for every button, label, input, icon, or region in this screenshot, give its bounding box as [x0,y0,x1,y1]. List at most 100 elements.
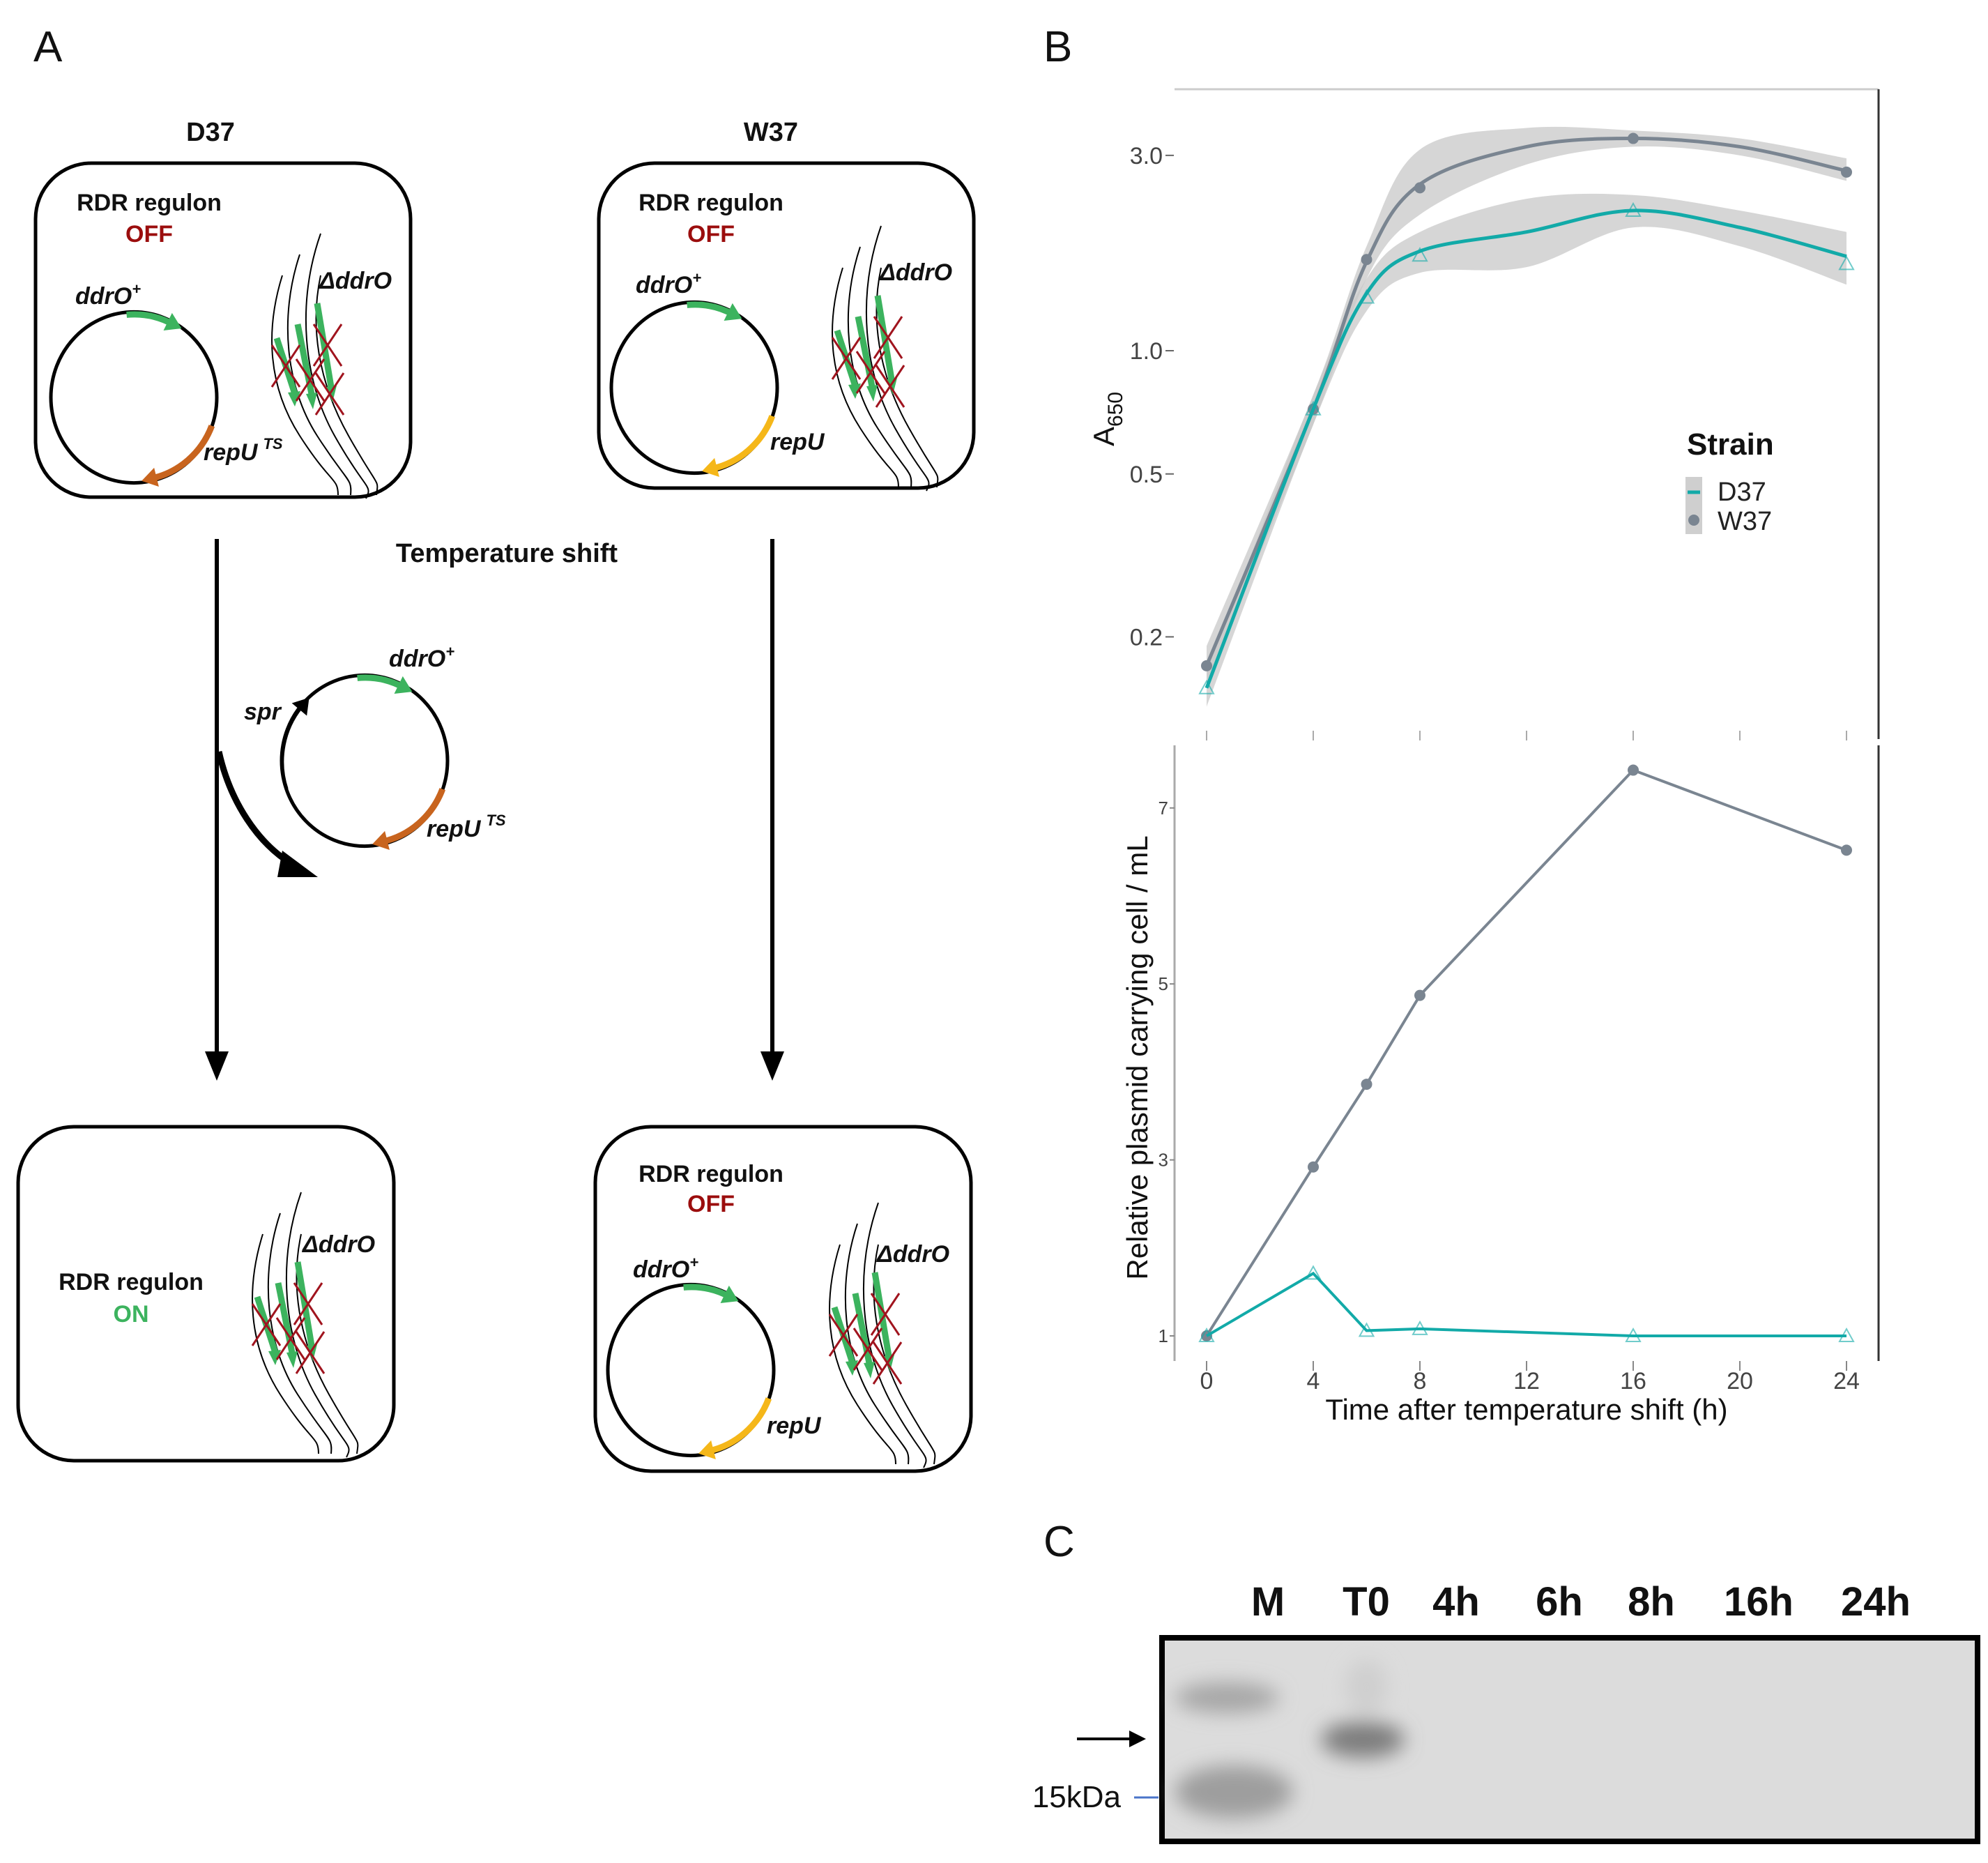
y-tick-label: 1.0 [1130,338,1163,365]
size-marker-label: 15kDa [1032,1780,1122,1814]
data-point-w37 [1841,166,1852,178]
arrowhead-icon [277,851,318,877]
lane-label: 8h [1628,1579,1675,1625]
gene-label-ddro: ddrO+ [75,280,141,310]
panel-a-diagram: D37 W37 ΔddrO ΔddrO ΔddrO ΔddrO RDR regu… [16,118,976,1473]
legend-entry-w37: W37 [1718,507,1772,536]
panel-label-b: B [1043,23,1072,71]
gene-label-ddro: ddrO+ [389,643,454,672]
x-tick-label: 0 [1200,1368,1214,1394]
y-tick-label: 5 [1159,973,1168,994]
repu-gene-arrow [150,425,215,482]
x-tick-label: 20 [1727,1368,1753,1394]
repu-gene-arrow [381,788,446,845]
ddro-gene-arrow [683,1284,732,1300]
cell-d37-before [33,161,413,499]
data-point-d37 [1358,1322,1375,1337]
data-point-w37 [1414,182,1425,194]
data-point-w37 [1628,764,1639,776]
y-axis-title-main: A [1087,427,1120,446]
panel-c-western-blot: M T0 4h 6h 8h 16h 24h 15kDa [1032,1579,1980,1844]
y-tick-label: 0.2 [1130,624,1163,651]
regulon-label: RDR regulon [639,1161,783,1187]
gene-label-repu: repU [770,429,825,455]
regulon-label: RDR regulon [639,190,783,216]
data-point-d37 [1838,1327,1855,1342]
arrowhead-icon [163,312,182,331]
chromosome-label: ΔddrO [876,1241,949,1268]
blot-bands [1175,1659,1405,1818]
regulon-status-off: OFF [687,221,735,248]
arrowhead-icon [205,1051,229,1081]
temperature-shift-label: Temperature shift [396,539,618,568]
arrowhead-icon [291,697,309,716]
y-axis-title-sub: 650 [1104,392,1127,427]
legend-key-w37 [1688,515,1699,526]
data-point-d37 [1412,247,1428,262]
series-line-d37 [1205,1271,1846,1337]
y-tick-label: 3 [1159,1150,1168,1171]
lane-label: T0 [1343,1579,1390,1625]
gene-label-repu: repU [767,1413,822,1439]
regulon-status-off: OFF [687,1191,735,1217]
legend-entry-d37: D37 [1718,478,1766,507]
ddro-gene-arrow [687,301,735,317]
strain-title-w37: W37 [744,118,798,147]
panel-label-a: A [33,23,63,71]
data-point-w37 [1308,1161,1319,1173]
data-point-w37 [1841,844,1852,856]
plasmid-loss-arrow [215,751,295,867]
ddro-gene-arrow [357,674,406,690]
y-axis-title: Relative plasmid carrying cell / mL [1121,835,1154,1279]
plasmids [49,300,779,1460]
data-point-w37 [1414,989,1425,1001]
marker-band-15kda [1175,1765,1293,1818]
cell-w37-before [597,161,976,490]
regulon-label: RDR regulon [77,190,222,216]
arrowhead-icon [1129,1731,1146,1747]
lane-label: M [1251,1579,1285,1625]
x-tick-label: 4 [1307,1368,1320,1394]
data-point-w37 [1361,1079,1373,1090]
y-tick-label: 7 [1159,798,1168,819]
marker-band [1175,1682,1279,1713]
arrowhead-icon [142,467,159,487]
gene-label-repu-ts: repU TS [204,435,283,466]
chart-plasmid-cells: 7 5 3 1 0 4 8 12 16 20 24 Time after temperature sh… [1121,745,1880,1426]
lane-label: 4h [1432,1579,1480,1625]
repu-gene-arrow [707,1397,772,1454]
repu-gene-arrow [710,415,776,472]
cell-d37-after [16,1125,396,1463]
arrowhead-icon [394,676,413,694]
panel-label-c: C [1043,1518,1075,1566]
smooth-line-d37 [1205,208,1847,689]
ci-band-d37 [1207,193,1846,707]
x-axis-title: Time after temperature shift (h) [1325,1393,1727,1426]
data-point-d37 [1198,679,1215,694]
strain-title-d37: D37 [186,118,235,147]
blot-membrane [1159,1635,1980,1844]
data-point-w37 [1628,132,1639,144]
lane-label: 24h [1841,1579,1911,1625]
data-point-d37 [1838,255,1855,271]
gene-label-spr: spr [244,699,282,725]
chromosome-label: ΔddrO [318,268,392,294]
x-tick-label: 12 [1513,1368,1540,1394]
arrowhead-icon [724,303,742,321]
regulon-label: RDR regulon [59,1269,204,1295]
spr-gene-arrow [280,704,305,790]
gene-label-ddro: ddrO+ [633,1254,698,1283]
data-point-d37 [1305,1265,1322,1280]
smear [1345,1659,1387,1715]
y-tick-label: 3.0 [1130,143,1163,169]
data-point-d37 [1412,1320,1428,1335]
data-point-d37 [1625,1327,1642,1342]
regulon-status-on: ON [114,1301,149,1328]
series-line-w37 [1205,768,1847,1337]
y-tick-label: 0.5 [1130,462,1163,488]
y-tick-label: 1 [1159,1325,1168,1346]
data-point-d37 [1625,201,1642,217]
data-point-w37 [1361,254,1373,266]
